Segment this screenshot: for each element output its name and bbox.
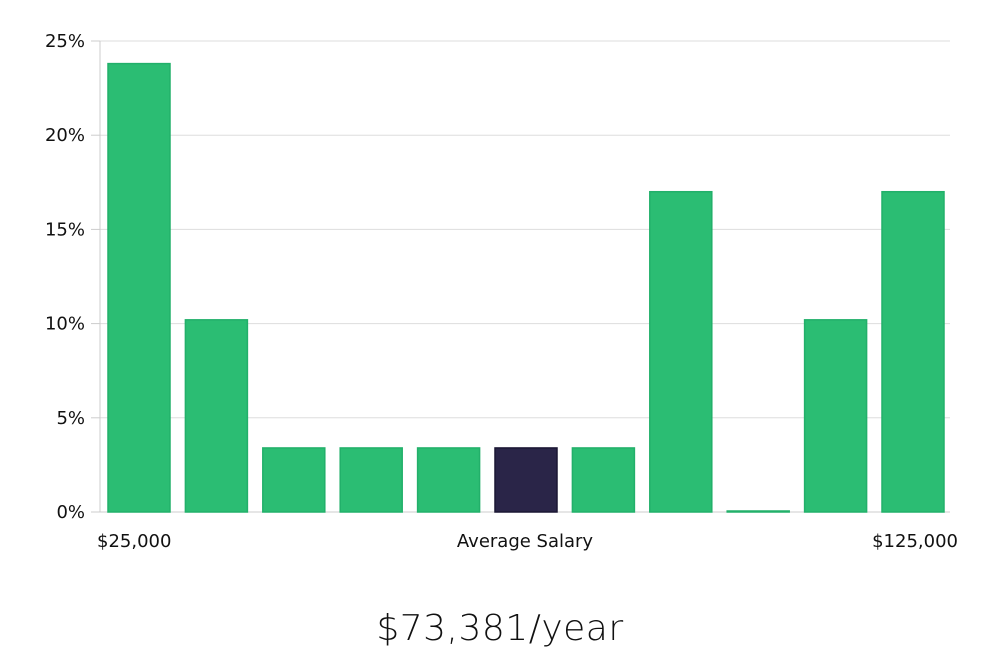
x-label-average: Average Salary	[457, 531, 594, 552]
bar	[262, 447, 326, 513]
x-label-max: $125,000	[872, 531, 958, 552]
bar	[881, 190, 945, 513]
y-tick-label: 5%	[56, 408, 85, 429]
bar	[726, 510, 790, 513]
y-tick-label: 25%	[45, 31, 85, 52]
bar	[184, 319, 249, 513]
bar	[339, 447, 403, 513]
bar-average	[494, 447, 558, 513]
y-tick-labels: 0% 5% 10% 15% 20% 25%	[45, 31, 100, 523]
bar	[803, 319, 868, 513]
average-salary-value: $73,381/year	[376, 608, 624, 649]
bar	[416, 447, 481, 513]
y-tick-label: 0%	[56, 502, 85, 523]
y-tick-label: 20%	[45, 125, 85, 146]
bar	[571, 447, 636, 513]
y-tick-label: 15%	[45, 219, 85, 240]
bars	[107, 62, 945, 513]
x-label-min: $25,000	[97, 531, 171, 552]
y-tick-label: 10%	[45, 314, 85, 335]
bar	[649, 190, 713, 513]
bar	[107, 62, 171, 513]
salary-histogram: 0%5%10%15%20%25% $25,000 Average Salary …	[45, 31, 958, 552]
